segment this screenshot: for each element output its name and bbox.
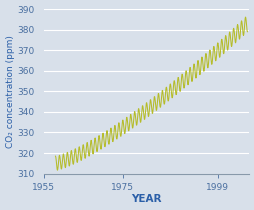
X-axis label: YEAR: YEAR <box>131 194 161 205</box>
Y-axis label: CO₂ concentration (ppm): CO₂ concentration (ppm) <box>6 35 14 148</box>
